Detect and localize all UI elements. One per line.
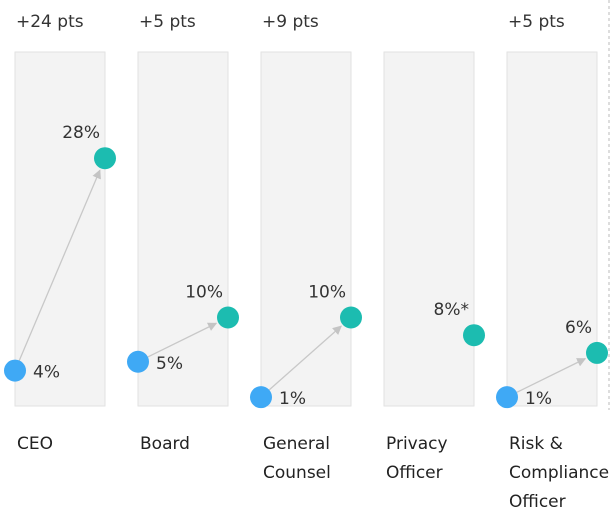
change-label: +24 pts [16,12,84,32]
end-dot [586,341,608,364]
start-dot [4,359,26,382]
category-label: Board [140,434,190,454]
start-value-label: 1% [279,389,306,409]
start-value-label: 1% [525,389,552,409]
start-value-label: 5% [156,354,183,374]
arrow [516,358,587,393]
end-dot [463,324,485,347]
change-label: +9 pts [262,12,319,32]
column-band [137,51,229,407]
end-value-label: 10% [308,283,346,303]
category-label: Risk & Compliance Officer [509,434,610,512]
category-label: Privacy Officer [386,434,448,483]
arrow [268,325,342,391]
column-band [383,51,475,407]
end-value-label: 6% [565,318,592,338]
category-label: General Counsel [263,434,331,483]
change-label: +5 pts [139,12,196,32]
change-label: +5 pts [508,12,565,32]
start-value-label: 4% [33,363,60,383]
column-band [260,51,352,407]
end-dot [217,306,239,329]
start-dot [250,386,272,409]
end-dot [340,306,362,329]
end-value-label: 10% [185,283,223,303]
column-band [14,51,106,407]
start-dot [127,350,149,373]
category-label: CEO [17,434,53,454]
column-band [506,51,598,407]
start-dot [496,386,518,409]
arrow [147,322,218,358]
end-value-label: 8%* [434,300,469,320]
arrow [18,169,101,361]
end-dot [94,147,116,170]
end-value-label: 28% [62,123,100,143]
